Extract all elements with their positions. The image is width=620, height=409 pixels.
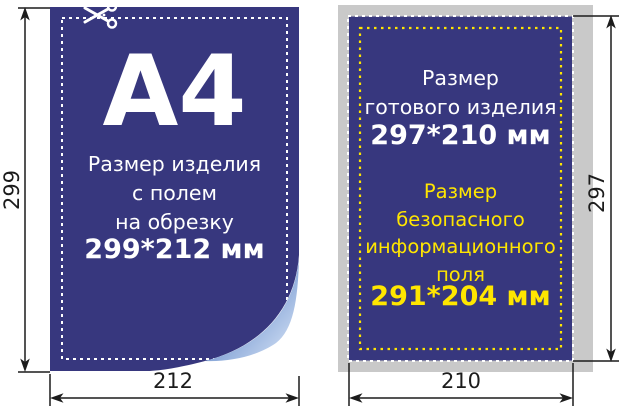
width-dimension-label: 210 bbox=[440, 369, 482, 393]
safe-area-border bbox=[358, 26, 563, 351]
bleed-size-value: 299*212 мм bbox=[84, 234, 265, 265]
trim-size-value: 297*210 мм bbox=[370, 120, 551, 151]
trim-description-line: Размер bbox=[422, 66, 499, 90]
scissors-icon bbox=[83, 1, 118, 29]
safe-area-description-line: Размер bbox=[423, 180, 498, 203]
safe-area-description-line: информационного bbox=[365, 235, 556, 258]
safe-size-value: 291*204 мм bbox=[370, 281, 551, 312]
height-dimension-299-lines bbox=[18, 7, 50, 373]
width-dimension-label: 212 bbox=[152, 369, 194, 393]
height-dimension-label: 299 bbox=[0, 169, 24, 211]
safe-area-description: Размер безопасного информационного поля bbox=[349, 178, 572, 288]
bleed-description-line: на обрезку bbox=[115, 210, 234, 234]
trim-border bbox=[347, 15, 574, 362]
height-dimension-297-lines bbox=[573, 15, 619, 362]
width-dimension-212-lines bbox=[49, 374, 300, 406]
safe-area-description-line: безопасного bbox=[396, 207, 525, 231]
trim-description: Размер готового изделия bbox=[349, 64, 572, 122]
bleed-description: Размер изделия с полем на обрезку bbox=[50, 150, 299, 237]
page-curl bbox=[205, 258, 299, 362]
bleed-description-line: Размер изделия bbox=[87, 152, 262, 176]
safe-area-description-line: поля bbox=[436, 262, 485, 286]
a4-format-label: A4 bbox=[102, 35, 247, 149]
trim-page bbox=[349, 16, 572, 361]
bleed-description-line: с полем bbox=[132, 181, 217, 205]
trim-description-line: готового изделия bbox=[364, 95, 557, 119]
cut-border bbox=[61, 17, 288, 360]
width-dimension-210-lines bbox=[348, 363, 574, 406]
height-dimension-label: 297 bbox=[585, 172, 609, 214]
